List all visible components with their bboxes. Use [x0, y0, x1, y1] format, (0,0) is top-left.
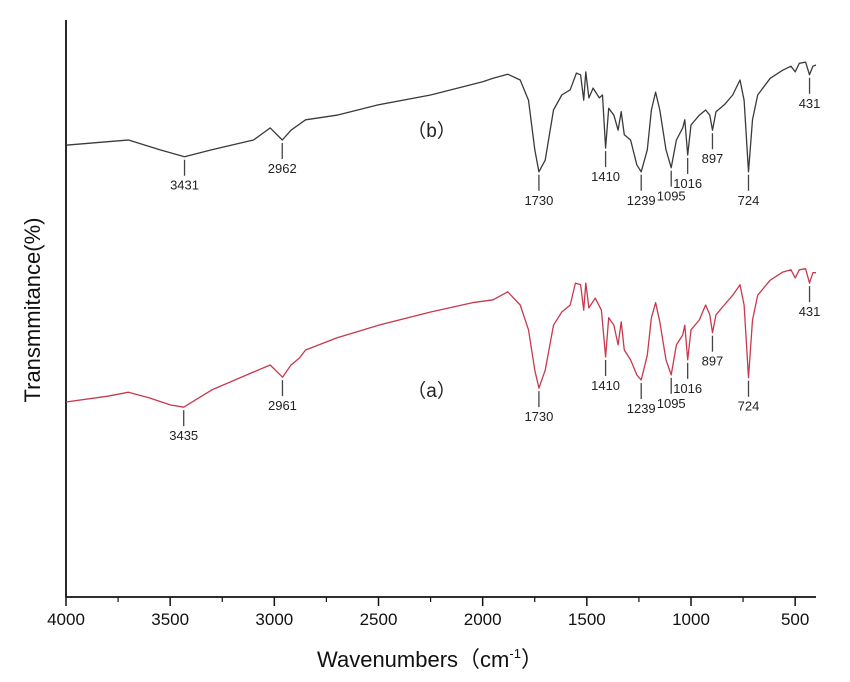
peak-label: 1239 — [627, 193, 656, 208]
x-tick-label: 2500 — [360, 610, 398, 629]
peak-label: 2961 — [268, 398, 297, 413]
x-tick-label: 500 — [781, 610, 809, 629]
peak-label: 3435 — [169, 428, 198, 443]
x-axis-title: Wavenumbers（cm-1） — [317, 646, 543, 672]
series-label: （b） — [407, 120, 456, 142]
plot-area: 4000 3500 3000 2500 2000 1500 1000 500 （b） 3431 29… — [47, 20, 820, 629]
peak-label: 2962 — [268, 161, 297, 176]
peak-label: 1239 — [627, 401, 656, 416]
x-tick-label: 3500 — [151, 610, 189, 629]
peak-label: 1016 — [673, 381, 702, 396]
peak-label: 1730 — [524, 193, 553, 208]
peak-label: 431 — [799, 304, 821, 319]
peak-label: 1095 — [657, 396, 686, 411]
series-label: （a） — [407, 380, 456, 402]
peak-label: 1095 — [657, 189, 686, 204]
peak-label: 897 — [702, 151, 724, 166]
peak-label: 724 — [738, 193, 760, 208]
x-tick-label: 2000 — [464, 610, 502, 629]
peak-label: 3431 — [170, 178, 199, 193]
series-line-b — [65, 61, 817, 173]
series-line-a — [65, 268, 816, 408]
peak-label: 1730 — [524, 409, 553, 424]
peak-label: 897 — [702, 354, 724, 369]
x-tick-label: 3000 — [255, 610, 293, 629]
x-tick-label: 1000 — [672, 610, 710, 629]
peak-label: 1016 — [673, 176, 702, 191]
x-tick-label: 1500 — [568, 610, 606, 629]
peak-label: 724 — [738, 399, 760, 414]
peak-label: 1410 — [591, 378, 620, 393]
peak-label: 1410 — [591, 169, 620, 184]
y-axis-title: Transmmitance(%) — [20, 218, 45, 403]
x-tick-label: 4000 — [47, 610, 85, 629]
peak-label: 431 — [799, 96, 821, 111]
